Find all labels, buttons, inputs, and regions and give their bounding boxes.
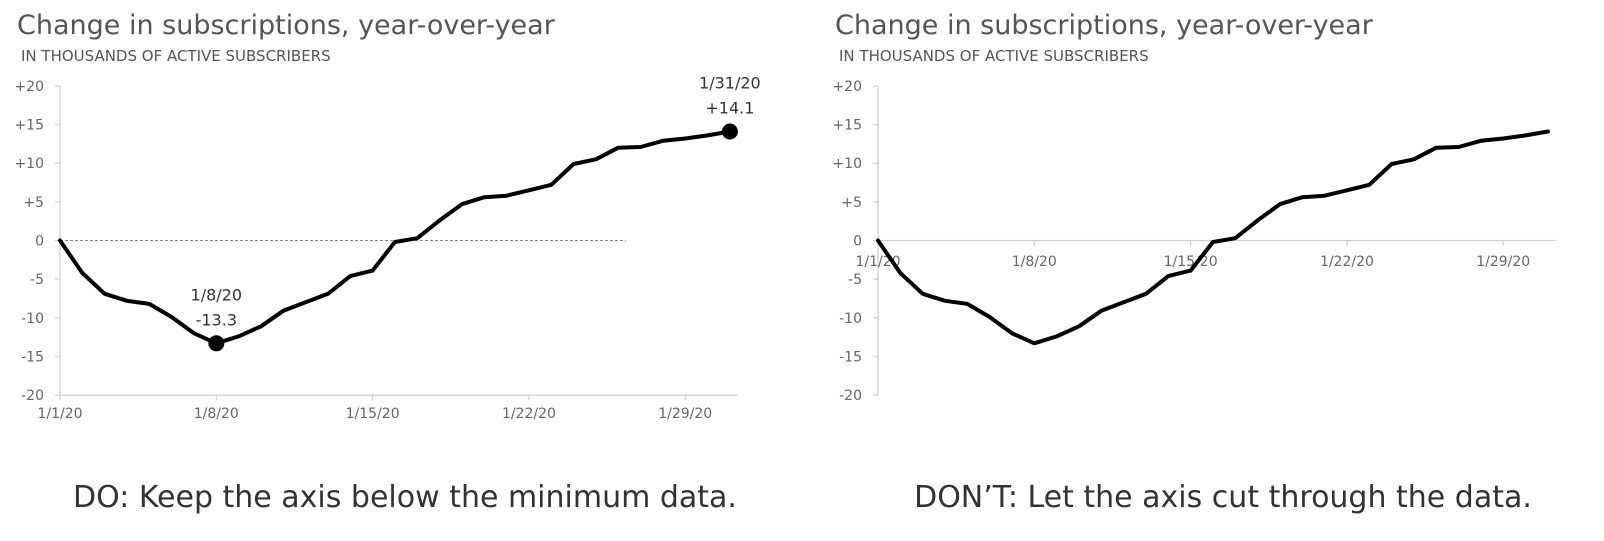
y-tick-label: 0 bbox=[35, 234, 44, 250]
y-tick-label: +20 bbox=[14, 79, 44, 95]
annotation-value-label: +14.1 bbox=[705, 99, 754, 118]
chart-title: Change in subscriptions, year-over-year bbox=[835, 10, 1374, 41]
chart-do: Change in subscriptions, year-over-year I… bbox=[14, 10, 760, 515]
x-tick-label: 1/29/20 bbox=[658, 406, 712, 422]
x-tick-label: 1/8/20 bbox=[194, 406, 239, 422]
y-tick-label: -5 bbox=[30, 272, 44, 288]
x-tick-label: 1/1/20 bbox=[37, 406, 82, 422]
y-tick-label: -5 bbox=[848, 272, 862, 288]
series-line bbox=[58, 129, 732, 346]
chart-dont: Change in subscriptions, year-over-year I… bbox=[832, 10, 1556, 515]
y-tick-label: -20 bbox=[21, 388, 44, 404]
y-tick-label: -20 bbox=[839, 388, 862, 404]
y-tick-label: +20 bbox=[832, 79, 862, 95]
y-tick-label: +5 bbox=[23, 195, 44, 211]
x-tick-label: 1/8/20 bbox=[1012, 254, 1057, 270]
y-tick-label: +10 bbox=[14, 156, 44, 172]
chart-subtitle: IN THOUSANDS OF ACTIVE SUBSCRIBERS bbox=[839, 47, 1149, 65]
chart-subtitle: IN THOUSANDS OF ACTIVE SUBSCRIBERS bbox=[21, 47, 331, 65]
x-tick-label: 1/15/20 bbox=[1164, 254, 1218, 270]
figure-caption: DO: Keep the axis below the minimum data… bbox=[73, 480, 737, 515]
y-tick-label: +10 bbox=[832, 156, 862, 172]
y-tick-label: +15 bbox=[832, 118, 862, 134]
y-tick-label: -10 bbox=[839, 311, 862, 327]
chart-title: Change in subscriptions, year-over-year bbox=[17, 10, 556, 41]
figure-caption: DON’T: Let the axis cut through the data… bbox=[914, 480, 1532, 515]
annotation-date-label: 1/31/20 bbox=[699, 74, 761, 93]
annotation-point bbox=[721, 123, 738, 140]
annotation-point bbox=[208, 335, 225, 352]
y-tick-label: -15 bbox=[839, 349, 862, 365]
x-tick-label: 1/29/20 bbox=[1476, 254, 1530, 270]
y-tick-label: +15 bbox=[14, 118, 44, 134]
y-tick-label: -10 bbox=[21, 311, 44, 327]
y-tick-label: +5 bbox=[841, 195, 862, 211]
annotation-date-label: 1/8/20 bbox=[191, 285, 243, 304]
y-tick-label: -15 bbox=[21, 349, 44, 365]
x-tick-label: 1/15/20 bbox=[346, 406, 400, 422]
y-tick-label: 0 bbox=[853, 234, 862, 250]
x-tick-label: 1/22/20 bbox=[1320, 254, 1374, 270]
x-tick-label: 1/22/20 bbox=[502, 406, 556, 422]
annotation-value-label: -13.3 bbox=[196, 310, 237, 329]
series-line bbox=[876, 129, 1550, 346]
